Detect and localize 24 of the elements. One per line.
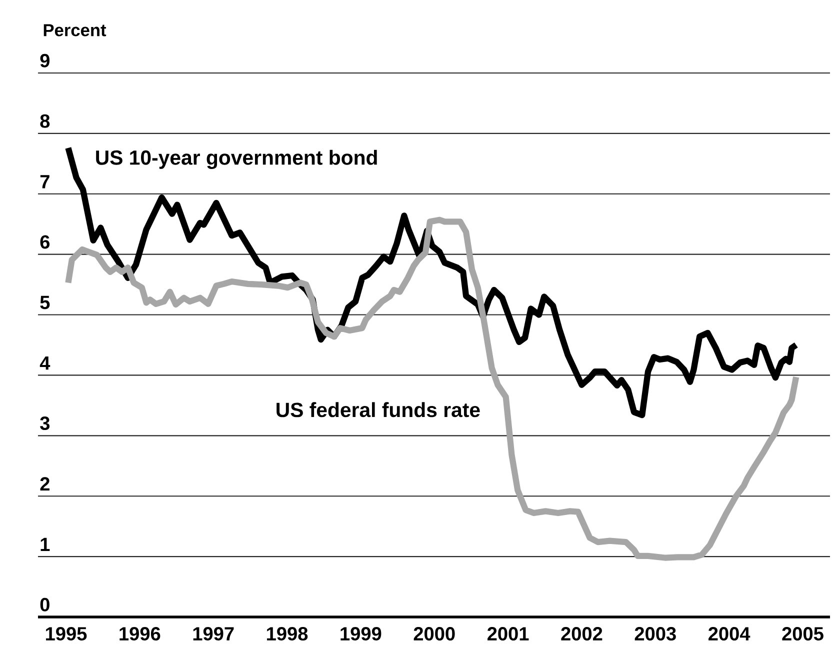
y-axis-title: Percent — [44, 24, 106, 36]
y-tick-label: 3 — [40, 416, 50, 430]
x-tick-label: 2002 — [561, 627, 602, 641]
x-tick-label: 2001 — [488, 627, 529, 641]
y-tick-label: 6 — [40, 235, 50, 249]
y-tick-label: 2 — [40, 477, 50, 490]
y-tick-label: 8 — [40, 114, 50, 128]
x-tick-label: 1997 — [193, 627, 234, 641]
y-tick-label: 7 — [40, 175, 50, 188]
y-tick-label: 4 — [40, 356, 50, 370]
y-tick-label: 5 — [40, 296, 50, 310]
y-tick-label: 9 — [40, 54, 50, 68]
x-tick-label: 2000 — [414, 627, 455, 641]
x-tick-label: 1999 — [340, 627, 382, 641]
x-tick-label: 2004 — [708, 627, 750, 641]
series-label: US federal funds rate — [276, 402, 480, 418]
y-tick-label: 1 — [40, 538, 50, 551]
x-tick-label: 2003 — [634, 627, 676, 641]
x-tick-label: 1996 — [120, 627, 160, 641]
x-tick-label: 1995 — [46, 627, 87, 641]
x-tick-label: 1998 — [267, 627, 308, 641]
x-tick-label: 2005 — [782, 627, 824, 641]
series-label: US 10-year government bond — [96, 150, 377, 169]
y-tick-label: 0 — [40, 598, 50, 612]
